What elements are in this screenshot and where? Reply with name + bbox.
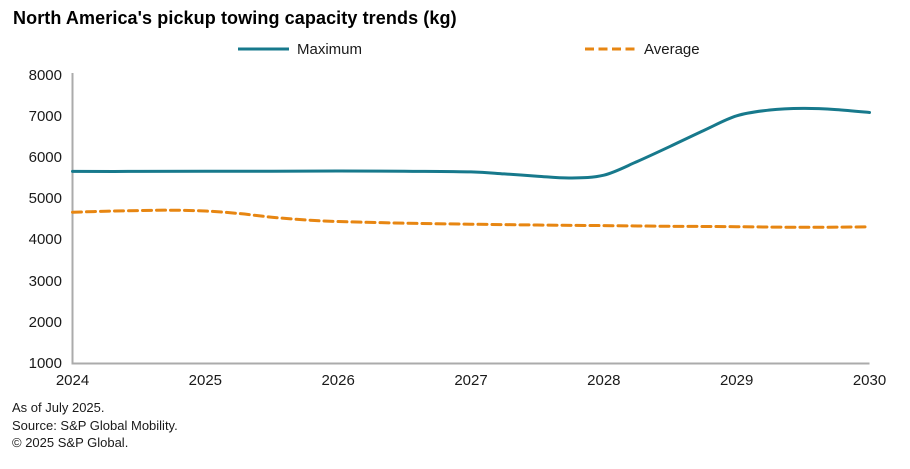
legend-label-maximum: Maximum — [297, 40, 363, 58]
x-tick-label: 2024 — [55, 372, 90, 389]
average-line — [71, 208, 871, 229]
y-tick-label: 7000 — [28, 107, 62, 125]
y-tick-label: 3000 — [28, 272, 62, 290]
x-tick-label: 2030 — [852, 372, 887, 389]
x-tick-label: 2026 — [321, 372, 355, 389]
maximum-line-swatch — [238, 47, 289, 51]
x-tick-label: 2025 — [188, 372, 223, 389]
y-tick-label: 5000 — [28, 190, 62, 208]
footer-as-of: As of July 2025. — [12, 400, 105, 415]
footer: As of July 2025. Source: S&P Global Mobi… — [12, 399, 178, 452]
x-tick-label: 2028 — [587, 372, 621, 389]
y-tick-label: 6000 — [28, 148, 62, 166]
maximum-line — [71, 106, 871, 180]
x-tick-label: 2029 — [719, 372, 754, 389]
average-line-swatch — [585, 47, 636, 51]
y-tick-label: 2000 — [28, 313, 62, 331]
footer-source: Source: S&P Global Mobility. — [12, 417, 178, 433]
y-tick-label: 4000 — [28, 231, 62, 249]
footer-copyright: © 2025 S&P Global. — [12, 435, 129, 450]
y-tick-label: 8000 — [28, 66, 62, 84]
legend-label-average: Average — [644, 40, 700, 58]
legend: Maximum Average — [0, 40, 910, 58]
chart-title: North America's pickup towing capacity t… — [13, 8, 457, 28]
y-tick-label: 1000 — [28, 355, 62, 372]
legend-item-average: Average — [584, 40, 700, 58]
axis-lines — [71, 73, 870, 365]
legend-item-maximum: Maximum — [237, 40, 362, 58]
x-tick-label: 2027 — [454, 372, 488, 389]
